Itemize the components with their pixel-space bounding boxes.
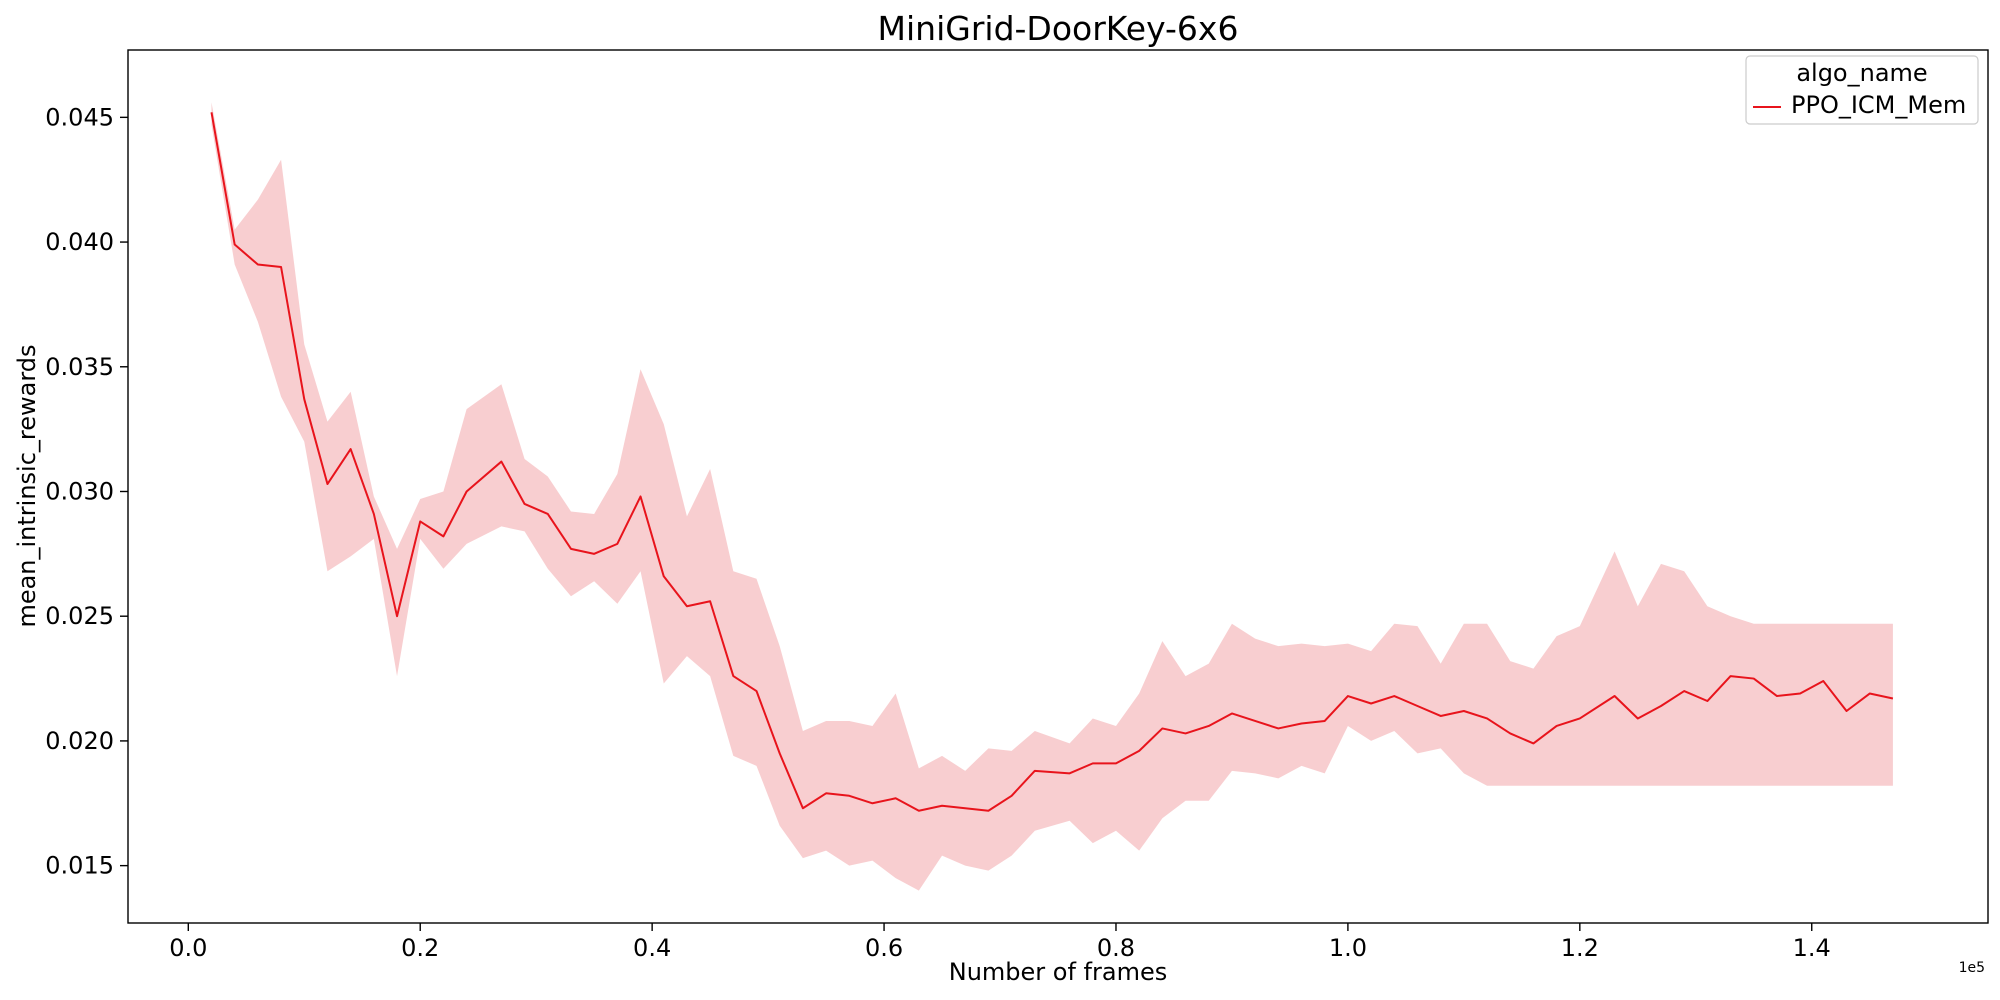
x-tick-label: 0.6: [865, 934, 903, 962]
x-tick-label: 0.4: [633, 934, 671, 962]
y-axis: 0.015 0.020 0.025 0.030 0.035 0.040 0.045: [45, 103, 128, 880]
x-offset-label: 1e5: [1959, 960, 1985, 976]
y-tick-label: 0.035: [45, 353, 114, 381]
x-tick-label: 0.0: [169, 934, 207, 962]
y-tick-label: 0.040: [45, 228, 114, 256]
x-tick-label: 0.8: [1097, 934, 1135, 962]
y-tick-label: 0.020: [45, 727, 114, 755]
legend-entry-label: PPO_ICM_Mem: [1791, 91, 1966, 119]
legend-box: [1745, 55, 1979, 125]
plot-frame: [127, 49, 1989, 924]
legend: algo_name PPO_ICM_Mem: [1745, 55, 1979, 125]
legend-title: algo_name: [1796, 59, 1927, 87]
series-line-0: [210, 112, 1894, 812]
x-axis-label: Number of frames: [949, 958, 1167, 986]
chart-title: MiniGrid-DoorKey-6x6: [878, 9, 1239, 48]
x-tick-label: 0.2: [401, 934, 439, 962]
y-tick-label: 0.030: [45, 477, 114, 505]
y-tick-label: 0.015: [45, 852, 114, 880]
x-tick-label: 1.2: [1561, 934, 1599, 962]
confidence-band-0: [211, 102, 1893, 891]
plot-area: [210, 102, 1894, 891]
x-tick-label: 1.4: [1793, 934, 1831, 962]
x-tick-label: 1.0: [1329, 934, 1367, 962]
y-tick-label: 0.045: [45, 103, 114, 131]
y-tick-label: 0.025: [45, 602, 114, 630]
y-axis-label: mean_intrinsic_rewards: [13, 344, 41, 627]
x-axis: 0.0 0.2 0.4 0.6 0.8 1.0 1.2 1.4: [169, 923, 1831, 962]
